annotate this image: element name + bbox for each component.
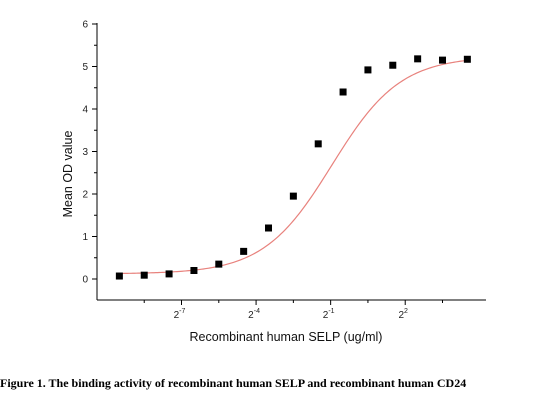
- binding-curve-chart: 0 1 2 3 4 5 6 2-7 2-4 2-1 22 Mean OD value Recomb…: [61, 20, 486, 344]
- data-point: [265, 224, 273, 232]
- x-tick-label: 2-4: [248, 308, 260, 321]
- data-points: [115, 55, 471, 280]
- data-point: [115, 272, 123, 280]
- data-point: [414, 55, 422, 63]
- x-tick-label: 22: [398, 308, 408, 321]
- y-tick-label: 4: [82, 105, 88, 116]
- fit-curve: [116, 59, 470, 275]
- data-point: [339, 88, 347, 96]
- plot-area: [96, 23, 486, 301]
- fit-curve-line: [116, 59, 470, 275]
- data-point: [190, 267, 198, 274]
- data-point: [140, 271, 148, 279]
- data-point: [439, 56, 447, 64]
- x-axis-ticks: 2-7 2-4 2-1 22: [143, 300, 444, 321]
- y-axis-ticks: 0 1 2 3 4 5 6: [82, 20, 97, 286]
- data-point: [389, 61, 397, 69]
- y-tick-label: 1: [82, 232, 88, 243]
- x-tick-label: 2-1: [323, 308, 335, 321]
- data-point: [463, 55, 471, 63]
- x-tick-label: 2-7: [174, 308, 186, 321]
- data-point: [215, 260, 223, 268]
- data-point: [314, 140, 322, 148]
- y-tick-label: 5: [82, 62, 88, 73]
- data-point: [165, 270, 173, 278]
- y-tick-label: 2: [82, 190, 88, 201]
- y-tick-label: 3: [82, 147, 88, 158]
- x-axis-title: Recombinant human SELP (ug/ml): [190, 330, 383, 344]
- data-point: [289, 192, 297, 200]
- data-point: [364, 66, 372, 74]
- data-point: [240, 247, 248, 255]
- y-tick-label: 6: [82, 20, 88, 31]
- y-tick-label: 0: [82, 275, 88, 286]
- y-axis-title: Mean OD value: [61, 131, 75, 218]
- figure-caption: Figure 1. The binding activity of recomb…: [0, 376, 467, 390]
